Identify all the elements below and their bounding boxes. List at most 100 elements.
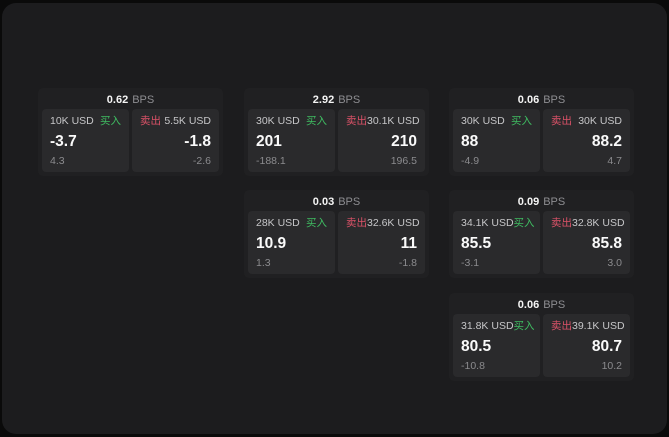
buy-price: 80.5 [461, 337, 492, 355]
buy-tag: 买入 [100, 115, 121, 127]
sell-amount: 32.6K USD [367, 217, 420, 229]
sell-quote-tile[interactable]: 卖出 5.5K USD -1.8 -2.6 [132, 109, 219, 172]
buy-quote-tile[interactable]: 30K USD 买入 201 -188.1 [248, 109, 335, 172]
buy-tag: 买入 [306, 217, 327, 229]
sell-tag: 卖出 [551, 217, 572, 229]
quote-tiles: 28K USD 买入 10.9 1.3 卖出 32.6K USD 11 -1.8 [248, 211, 425, 274]
bps-header: 0.06 BPS [453, 92, 630, 109]
sell-delta: -2.6 [192, 155, 211, 167]
sell-tile-header: 卖出 30.1K USD [346, 115, 420, 127]
buy-price: 201 [256, 132, 282, 150]
buy-amount: 30K USD [461, 115, 505, 127]
bps-unit-label: BPS [543, 299, 566, 311]
buy-quote-tile[interactable]: 34.1K USD 买入 85.5 -3.1 [453, 211, 540, 274]
bps-value: 0.06 [517, 94, 540, 106]
bps-header: 0.62 BPS [42, 92, 219, 109]
bps-value: 0.03 [312, 196, 335, 208]
sell-delta: 10.2 [601, 360, 622, 372]
buy-tile-header: 30K USD 买入 [461, 115, 532, 127]
quote-card: 0.06 BPS 31.8K USD 买入 80.5 -10.8 卖出 39.1… [449, 293, 634, 381]
quote-card: 2.92 BPS 30K USD 买入 201 -188.1 卖出 30.1K … [244, 88, 429, 176]
buy-amount: 10K USD [50, 115, 94, 127]
bps-header: 0.09 BPS [453, 194, 630, 211]
buy-tag: 买入 [306, 115, 327, 127]
bps-value: 0.09 [517, 196, 540, 208]
bps-unit-label: BPS [543, 94, 566, 106]
sell-tag: 卖出 [346, 115, 367, 127]
sell-amount: 30K USD [578, 115, 622, 127]
buy-amount: 31.8K USD [461, 320, 514, 332]
buy-quote-tile[interactable]: 28K USD 买入 10.9 1.3 [248, 211, 335, 274]
sell-quote-tile[interactable]: 卖出 32.6K USD 11 -1.8 [338, 211, 425, 274]
buy-tag: 买入 [511, 115, 532, 127]
sell-delta: 4.7 [607, 155, 622, 167]
buy-amount: 34.1K USD [461, 217, 514, 229]
bps-value: 0.06 [517, 299, 540, 311]
sell-tile-header: 卖出 30K USD [551, 115, 622, 127]
bps-header: 0.06 BPS [453, 297, 630, 314]
quote-card: 0.09 BPS 34.1K USD 买入 85.5 -3.1 卖出 32.8K… [449, 190, 634, 278]
quote-tiles: 30K USD 买入 201 -188.1 卖出 30.1K USD 210 1… [248, 109, 425, 172]
sell-amount: 5.5K USD [164, 115, 211, 127]
sell-quote-tile[interactable]: 卖出 32.8K USD 85.8 3.0 [543, 211, 630, 274]
quote-card: 0.62 BPS 10K USD 买入 -3.7 4.3 卖出 5.5K USD… [38, 88, 223, 176]
buy-tile-header: 28K USD 买入 [256, 217, 327, 229]
bps-value: 2.92 [312, 94, 335, 106]
buy-delta: 1.3 [256, 257, 271, 269]
sell-tag: 卖出 [551, 320, 572, 332]
buy-tile-header: 30K USD 买入 [256, 115, 327, 127]
bps-unit-label: BPS [132, 94, 155, 106]
sell-tile-header: 卖出 5.5K USD [140, 115, 211, 127]
buy-tag: 买入 [513, 217, 535, 229]
buy-price: -3.7 [50, 132, 77, 150]
sell-quote-tile[interactable]: 卖出 30.1K USD 210 196.5 [338, 109, 425, 172]
sell-delta: 196.5 [390, 155, 417, 167]
sell-tile-header: 卖出 32.8K USD [551, 217, 625, 229]
sell-quote-tile[interactable]: 卖出 39.1K USD 80.7 10.2 [543, 314, 630, 377]
bps-unit-label: BPS [543, 196, 566, 208]
sell-quote-tile[interactable]: 卖出 30K USD 88.2 4.7 [543, 109, 630, 172]
sell-price: 80.7 [591, 337, 622, 355]
buy-price: 88 [461, 132, 479, 150]
quote-tiles: 31.8K USD 买入 80.5 -10.8 卖出 39.1K USD 80.… [453, 314, 630, 377]
sell-price: 210 [391, 132, 417, 150]
bps-value: 0.62 [106, 94, 129, 106]
sell-price: 11 [400, 234, 417, 252]
sell-tag: 卖出 [346, 217, 367, 229]
buy-quote-tile[interactable]: 10K USD 买入 -3.7 4.3 [42, 109, 129, 172]
buy-delta: -188.1 [256, 155, 286, 167]
sell-tag: 卖出 [140, 115, 161, 127]
sell-amount: 30.1K USD [367, 115, 420, 127]
bps-header: 0.03 BPS [248, 194, 425, 211]
sell-price: 88.2 [591, 132, 622, 150]
sell-delta: -1.8 [398, 257, 417, 269]
buy-quote-tile[interactable]: 31.8K USD 买入 80.5 -10.8 [453, 314, 540, 377]
quote-tiles: 30K USD 买入 88 -4.9 卖出 30K USD 88.2 4.7 [453, 109, 630, 172]
buy-delta: -3.1 [461, 257, 480, 269]
sell-price: -1.8 [184, 132, 211, 150]
quote-card: 0.03 BPS 28K USD 买入 10.9 1.3 卖出 32.6K US… [244, 190, 429, 278]
buy-amount: 30K USD [256, 115, 300, 127]
bps-unit-label: BPS [338, 94, 361, 106]
sell-price: 85.8 [591, 234, 622, 252]
quote-card: 0.06 BPS 30K USD 买入 88 -4.9 卖出 30K USD 8… [449, 88, 634, 176]
buy-amount: 28K USD [256, 217, 300, 229]
buy-tile-header: 31.8K USD 买入 [461, 320, 535, 332]
quote-tiles: 34.1K USD 买入 85.5 -3.1 卖出 32.8K USD 85.8… [453, 211, 630, 274]
sell-tag: 卖出 [551, 115, 572, 127]
bps-header: 2.92 BPS [248, 92, 425, 109]
buy-delta: -4.9 [461, 155, 480, 167]
buy-tile-header: 10K USD 买入 [50, 115, 121, 127]
sell-tile-header: 卖出 39.1K USD [551, 320, 625, 332]
buy-delta: -10.8 [461, 360, 485, 372]
quotes-panel: 0.62 BPS 10K USD 买入 -3.7 4.3 卖出 5.5K USD… [2, 3, 667, 434]
buy-quote-tile[interactable]: 30K USD 买入 88 -4.9 [453, 109, 540, 172]
buy-tag: 买入 [513, 320, 535, 332]
buy-price: 10.9 [256, 234, 287, 252]
buy-delta: 4.3 [50, 155, 65, 167]
sell-amount: 32.8K USD [572, 217, 625, 229]
buy-tile-header: 34.1K USD 买入 [461, 217, 535, 229]
buy-price: 85.5 [461, 234, 492, 252]
sell-tile-header: 卖出 32.6K USD [346, 217, 420, 229]
quote-tiles: 10K USD 买入 -3.7 4.3 卖出 5.5K USD -1.8 -2.… [42, 109, 219, 172]
